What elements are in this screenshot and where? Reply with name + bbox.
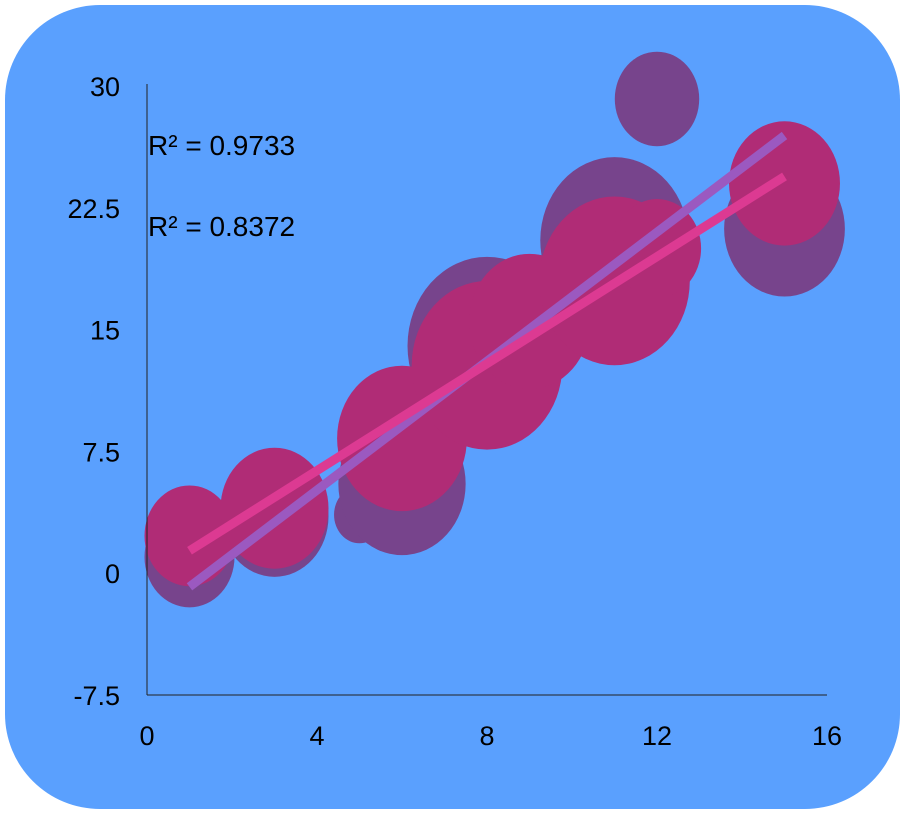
x-tick-label: 12 (642, 721, 672, 751)
y-tick-label: -7.5 (73, 681, 120, 711)
x-tick-label: 4 (309, 721, 324, 751)
bubbles-layer (144, 51, 845, 608)
r-squared-label-2: R² = 0.8372 (148, 211, 295, 242)
y-tick-label: 0 (105, 559, 120, 589)
y-tick-label: 7.5 (82, 437, 120, 467)
x-tick-label: 16 (812, 721, 842, 751)
trendline-2 (187, 172, 787, 555)
tick-labels: 0 4 8 12 16 30 22.5 15 7.5 0 -7.5 (67, 72, 842, 751)
bubble-s2-1 (144, 485, 235, 587)
bubble-s1-7 (614, 51, 700, 147)
y-tick-label: 15 (90, 316, 120, 346)
y-tick-label: 22.5 (67, 194, 120, 224)
x-tick-label: 8 (479, 721, 494, 751)
x-tick-label: 0 (139, 721, 154, 751)
trendlines-layer (186, 131, 788, 591)
r-squared-label-1: R² = 0.9733 (148, 130, 295, 161)
y-tick-label: 30 (90, 72, 120, 102)
